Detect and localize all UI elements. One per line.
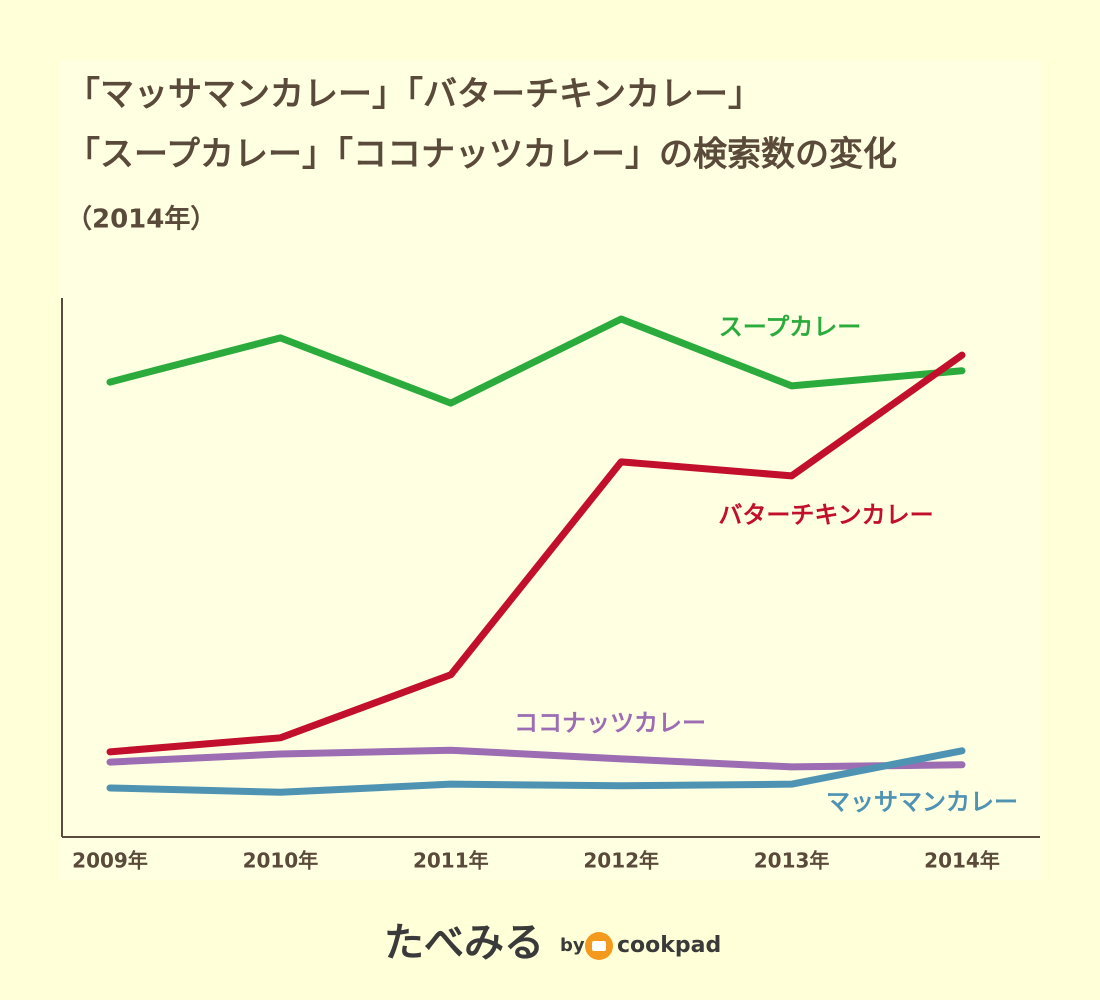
- series-line: [106, 351, 966, 756]
- series-label: バターチキンカレー: [718, 501, 933, 529]
- x-tick-label: 2009年: [72, 849, 148, 873]
- x-tick-label: 2014年: [924, 849, 1000, 873]
- x-tick-label: 2010年: [243, 849, 319, 873]
- chart-title: 「スープカレー」「ココナッツカレー」の検索数の変化: [66, 135, 897, 175]
- partner: cookpad: [617, 933, 721, 958]
- x-tick-label: 2013年: [754, 849, 830, 873]
- series-label: マッサマンカレー: [826, 788, 1018, 816]
- x-tick-label: 2011年: [413, 849, 489, 873]
- series-line: [106, 747, 966, 796]
- by: by: [560, 935, 585, 956]
- logo-icon-hat: [592, 941, 606, 951]
- brand: たべみる: [384, 920, 544, 966]
- series-line: [106, 315, 966, 407]
- series-label: ココナッツカレー: [514, 709, 706, 737]
- chart-title: 「マッサマンカレー」「バターチキンカレー」: [66, 75, 762, 115]
- chart-subtitle: （2014年）: [66, 204, 216, 235]
- series-label: スープカレー: [719, 313, 862, 341]
- x-tick-label: 2012年: [583, 849, 659, 873]
- series-line: [106, 746, 966, 771]
- footer: たべみる by cookpad: [384, 920, 721, 966]
